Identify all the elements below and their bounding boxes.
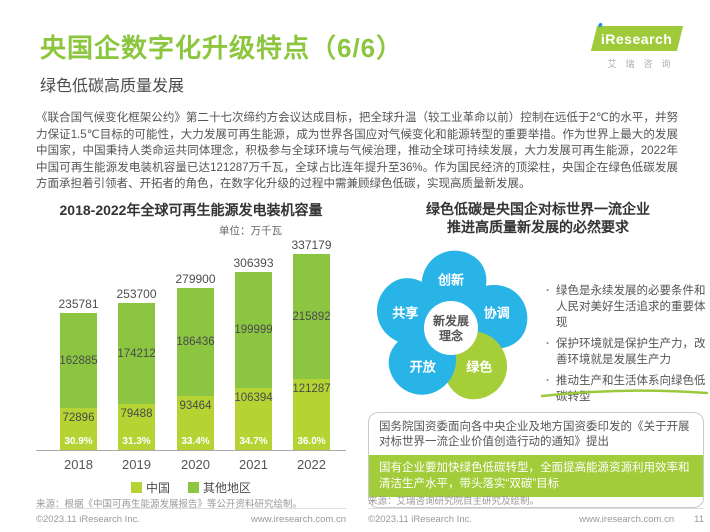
bar-total-label: 279900: [175, 272, 216, 286]
website-link[interactable]: www.iresearch.com.cn: [250, 514, 346, 525]
logo-i-dot-icon: [597, 23, 603, 27]
china-value-label: 72896: [62, 412, 95, 424]
logo-chinese-name: 艾瑞咨询: [607, 59, 680, 69]
bar-total-label: 306393: [233, 256, 274, 270]
bar-chart-plot: 235781 162885 72896 30.9% 253700 174212 79488 3…: [36, 236, 346, 451]
bullet-item: 绿色是永续发展的必要条件和人民对美好生活追求的重要体现: [546, 283, 708, 331]
china-share-label: 33.4%: [181, 436, 210, 447]
policy-notice-intro: 国务院国资委面向各中央企业及地方国资委印发的《关于开展对标世界一流企业价值创造行…: [379, 421, 690, 448]
chart-legend: 中国 其他地区: [36, 479, 346, 496]
legend-label: 中国: [145, 481, 170, 495]
page-number: 11: [694, 514, 704, 525]
legend-swatch-icon: [188, 482, 199, 493]
copyright-text: ©2023.11 iResearch Inc.: [368, 514, 472, 525]
x-axis-tick-label: 2022: [297, 457, 326, 472]
policy-notice-box: 国务院国资委面向各中央企业及地方国资委印发的《关于开展对标世界一流企业价值创造行…: [368, 412, 704, 508]
china-share-label: 30.9%: [64, 436, 93, 447]
chart-title: 2018-2022年全球可再生能源发电装机容量: [59, 202, 323, 218]
footer-left: ©2023.11 iResearch Inc. www.iresearch.co…: [36, 508, 346, 525]
flower-center-text-line2: 理念: [439, 328, 463, 343]
policy-notice-highlight: 国有企业要加快绿色低碳转型，全面提高能源资源利用效率和清洁生产水平，带头落实“双…: [369, 455, 703, 497]
chart-unit-label: 单位：万千瓦: [219, 225, 282, 237]
petal-label: 协调: [484, 306, 510, 321]
bar-2019: 253700 174212 79488 31.3%: [116, 236, 157, 450]
petal-label: 绿色: [466, 359, 492, 374]
bar-total-label: 235781: [58, 297, 99, 311]
legend-label: 其他地区: [203, 481, 252, 495]
bar-total-label: 253700: [116, 287, 157, 301]
petal-label: 创新: [437, 273, 464, 288]
segment-china: 121287 36.0%: [292, 379, 331, 450]
chart-source-note: 来源：根据《中国可再生能源发展报告》等公开资料研究绘制。: [36, 499, 303, 510]
segment-other-regions: 186436: [176, 288, 215, 396]
iresearch-logo: iResearch 艾瑞咨询: [590, 23, 684, 70]
segment-other-regions: 199999: [234, 272, 273, 388]
bullet-item: 保护环境就是保护生产力，改善环境就是发展生产力: [546, 336, 708, 368]
legend-item: 其他地区: [188, 479, 251, 496]
logo-parallelogram: iResearch: [590, 23, 684, 51]
china-share-label: 36.0%: [297, 436, 326, 447]
intro-paragraph: 《联合国气候变化框架公约》第二十七次缔约方会议达成目标，把全球升温（较工业革命以…: [36, 112, 678, 190]
x-axis-tick-label: 2020: [181, 457, 210, 472]
petal-label: 开放: [410, 359, 437, 374]
right-panel-title-line2: 推进高质量新发展的必然要求: [447, 219, 629, 235]
china-value-label: 79488: [120, 408, 153, 420]
right-panel-title: 绿色低碳是央国企对标世界一流企业 推进高质量新发展的必然要求: [368, 200, 708, 236]
bar-2018: 235781 162885 72896 30.9%: [58, 236, 99, 450]
x-axis-tick-label: 2021: [239, 457, 268, 472]
right-source-note: 来源：艾瑞咨询研究院自主研究及绘制。: [368, 496, 540, 507]
china-share-label: 34.7%: [239, 436, 268, 447]
green-swoosh-divider: [540, 389, 709, 398]
page-subtitle: 绿色低碳高质量发展: [40, 78, 185, 95]
china-value-label: 121287: [292, 383, 331, 395]
x-axis-tick-label: 2018: [64, 457, 93, 472]
bar-2021: 306393 199999 106394 34.7%: [233, 236, 274, 450]
segment-other-regions: 162885: [59, 313, 98, 408]
segment-china: 79488 31.3%: [118, 404, 155, 450]
chart-x-axis-labels: 2018 2019 2020 2021 2022: [36, 457, 346, 473]
website-link[interactable]: www.iresearch.com.cn: [579, 514, 675, 525]
flower-center-circle: [424, 301, 478, 355]
segment-china: 93464 33.4%: [177, 396, 214, 450]
logo-brand-text: iResearch: [601, 30, 673, 47]
copyright-text: ©2023.11 iResearch Inc.: [36, 514, 140, 525]
legend-swatch-icon: [130, 482, 142, 493]
segment-other-regions: 174212: [117, 303, 156, 404]
legend-item: 中国: [130, 479, 170, 496]
page-title: 央国企数字化升级特点（6/6）: [40, 33, 404, 63]
china-share-label: 31.3%: [122, 436, 151, 447]
x-axis-tick-label: 2019: [122, 457, 151, 472]
right-panel-title-line1: 绿色低碳是央国企对标世界一流企业: [426, 201, 650, 217]
bar-2020: 279900 186436 93464 33.4%: [175, 236, 216, 450]
bar-2022: 337179 215892 121287 36.0%: [291, 236, 332, 450]
segment-other-regions: 215892: [292, 254, 331, 379]
bar-total-label: 337179: [291, 238, 332, 252]
china-value-label: 93464: [179, 400, 212, 412]
segment-china: 106394 34.7%: [234, 388, 273, 450]
segment-china: 72896 30.9%: [60, 408, 97, 450]
petal-label: 共享: [392, 306, 418, 321]
footer-right: ©2023.11 iResearch Inc. www.iresearch.co…: [368, 508, 704, 525]
flower-center-text-line1: 新发展: [433, 313, 469, 328]
china-value-label: 106394: [234, 392, 273, 404]
